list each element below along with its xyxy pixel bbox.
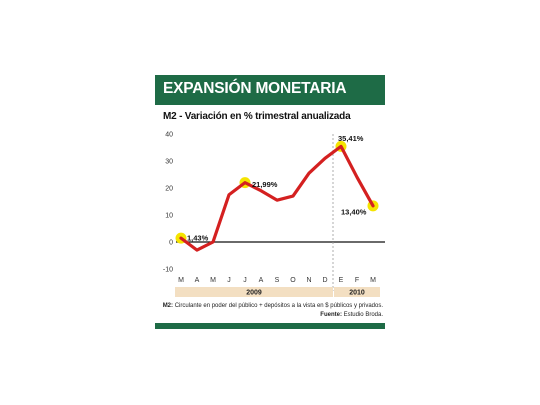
year-label: 2009 (246, 290, 262, 297)
year-label: 2010 (349, 290, 365, 297)
y-tick-label: -10 (163, 267, 173, 274)
x-tick-label: A (259, 277, 264, 284)
x-tick-label: F (355, 277, 359, 284)
x-tick-label: J (227, 277, 231, 284)
x-tick-label: O (290, 277, 296, 284)
footnote: M2: Circulante en poder del público + de… (163, 303, 383, 309)
y-tick-label: 10 (165, 213, 173, 220)
data-label: 21,99% (252, 180, 278, 189)
x-tick-label: M (210, 277, 216, 284)
banner-title: EXPANSIÓN MONETARIA (163, 80, 347, 97)
line-chart: -10 0 10 20 30 40 M A M J J A S O N D E F M 2009 2010 1,43% 21… (163, 132, 385, 297)
x-tick-label: D (322, 277, 327, 284)
y-tick-label: 0 (169, 240, 173, 247)
source-line: Fuente: Estudio Broda. (320, 312, 383, 318)
footnote-text: Circulante en poder del público + depósi… (173, 303, 383, 309)
x-tick-label: M (370, 277, 376, 284)
data-label: 35,41% (338, 134, 364, 143)
x-tick-label: S (275, 277, 280, 284)
x-tick-label: A (195, 277, 200, 284)
x-tick-label: N (306, 277, 311, 284)
y-tick-label: 30 (165, 159, 173, 166)
data-label: 13,40% (341, 207, 367, 216)
year-band (175, 287, 333, 297)
series-line (179, 144, 375, 252)
chart-title: M2 - Variación en % trimestral anualizad… (163, 111, 351, 122)
data-label: 1,43% (187, 234, 209, 243)
x-tick-label: M (178, 277, 184, 284)
source-text: Estudio Broda. (341, 312, 383, 318)
year-band (334, 287, 380, 297)
bottom-bar (155, 323, 385, 329)
header-banner: EXPANSIÓN MONETARIA (155, 75, 385, 105)
y-tick-label: 40 (165, 132, 173, 139)
x-tick-label: E (339, 277, 344, 284)
y-tick-label: 20 (165, 186, 173, 193)
infographic-card: EXPANSIÓN MONETARIA M2 - Variación en % … (155, 75, 385, 331)
x-tick-label: J (243, 277, 247, 284)
source-term: Fuente: (320, 312, 342, 318)
footnote-term: M2: (162, 303, 174, 309)
